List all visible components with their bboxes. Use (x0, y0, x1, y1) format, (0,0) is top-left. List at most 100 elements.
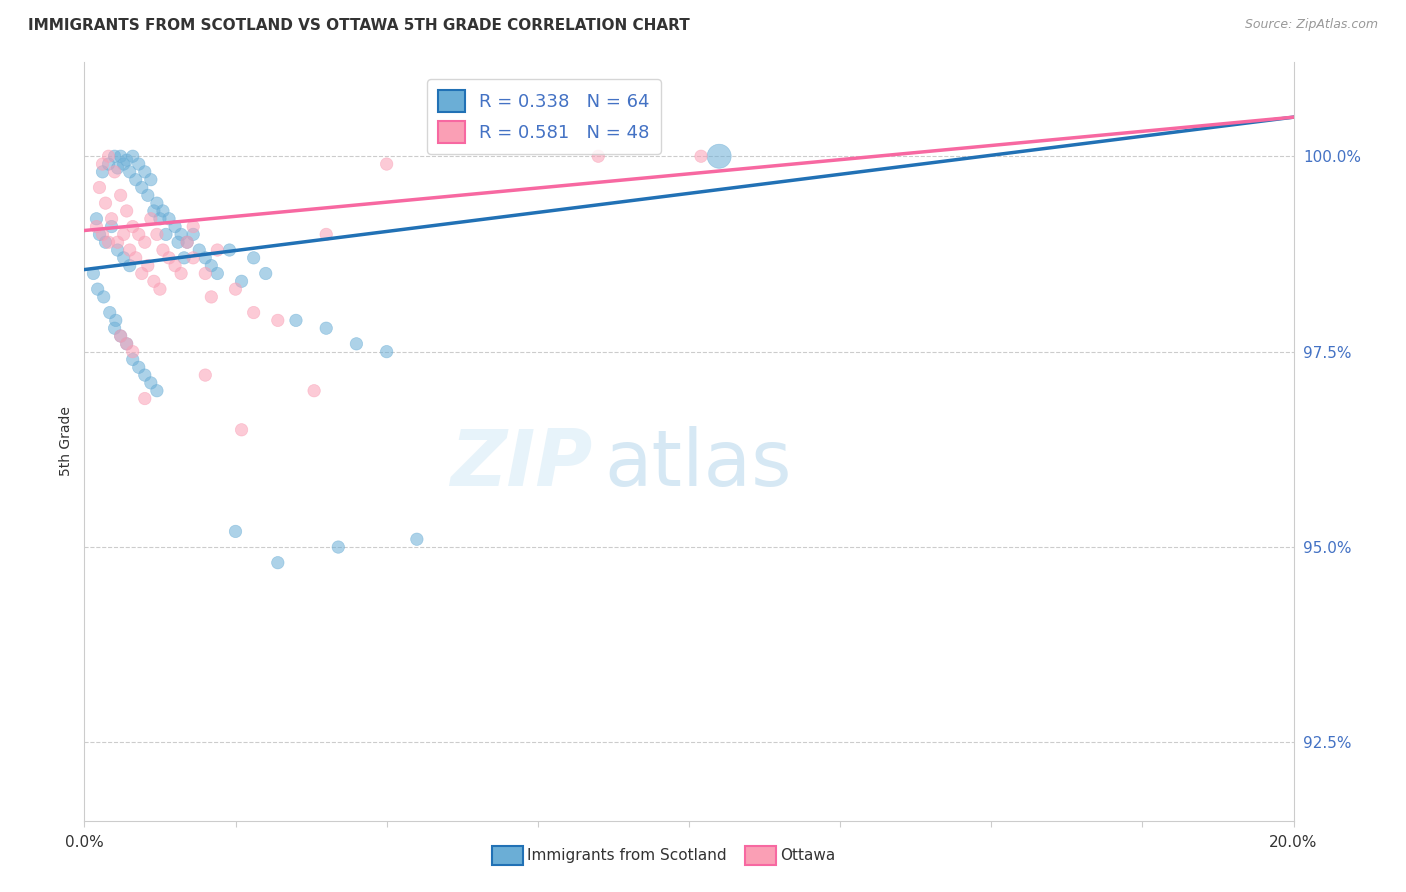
Text: Ottawa: Ottawa (780, 848, 835, 863)
Point (112, 227, 135, 242)
Point (134, 165, 156, 179)
Point (225, 282, 247, 296)
Point (176, 235, 198, 250)
Point (225, 524, 247, 539)
Point (200, 259, 222, 273)
Point (285, 313, 308, 327)
Point (115, 153, 138, 168)
Point (200, 290, 222, 304)
Point (267, 556, 290, 570)
Text: 0.0%: 0.0% (65, 835, 104, 850)
Point (118, 165, 141, 179)
Point (170, 267, 193, 281)
Point (82, 267, 104, 281)
Point (157, 251, 180, 265)
Point (93, 290, 115, 304)
Point (115, 336, 138, 351)
Point (112, 157, 135, 171)
Point (588, 149, 610, 163)
Point (97, 149, 120, 163)
Text: ZIP: ZIP (450, 426, 592, 502)
Point (142, 274, 165, 288)
Point (167, 235, 190, 250)
Point (315, 227, 337, 242)
Point (121, 344, 143, 359)
Point (146, 227, 169, 242)
Point (128, 360, 150, 375)
Point (118, 243, 141, 257)
Point (131, 180, 153, 194)
Point (97, 157, 120, 171)
Point (254, 267, 277, 281)
Point (139, 376, 162, 390)
Legend: R = 0.338   N = 64, R = 0.581   N = 48: R = 0.338 N = 64, R = 0.581 N = 48 (427, 79, 661, 153)
Point (152, 203, 174, 218)
Point (194, 251, 217, 265)
Text: Immigrants from Scotland: Immigrants from Scotland (527, 848, 727, 863)
Point (128, 157, 150, 171)
Text: atlas: atlas (605, 426, 792, 502)
Point (181, 219, 204, 234)
Point (181, 251, 204, 265)
Point (134, 368, 156, 383)
Point (134, 235, 156, 250)
Point (218, 243, 240, 257)
Point (149, 282, 172, 296)
Point (139, 211, 162, 226)
Point (128, 227, 150, 242)
Point (194, 368, 217, 383)
Point (89, 180, 111, 194)
Point (315, 321, 337, 335)
Point (121, 219, 143, 234)
Text: Source: ZipAtlas.com: Source: ZipAtlas.com (1244, 18, 1378, 31)
Point (690, 149, 713, 163)
Point (231, 423, 253, 437)
Point (110, 149, 132, 163)
Point (149, 211, 172, 226)
Point (136, 188, 159, 202)
Point (104, 149, 127, 163)
Point (97, 235, 120, 250)
Point (155, 227, 177, 242)
Point (91, 227, 114, 242)
Point (86, 211, 108, 226)
Point (121, 149, 143, 163)
Point (107, 161, 129, 175)
Point (91, 157, 114, 171)
Point (231, 274, 253, 288)
Point (112, 251, 135, 265)
Point (142, 203, 165, 218)
Point (98, 305, 121, 319)
Point (165, 219, 187, 234)
Point (121, 352, 143, 367)
Point (170, 227, 193, 242)
Point (110, 188, 132, 202)
Point (89, 227, 111, 242)
Point (181, 227, 204, 242)
Point (207, 243, 229, 257)
Point (94, 196, 117, 211)
Text: 20.0%: 20.0% (1270, 835, 1317, 850)
Point (86, 219, 108, 234)
Point (146, 196, 169, 211)
Point (139, 172, 162, 186)
Point (242, 305, 264, 319)
Point (110, 329, 132, 343)
Point (115, 336, 138, 351)
Point (118, 259, 141, 273)
Point (134, 392, 156, 406)
Point (125, 251, 148, 265)
Point (375, 344, 398, 359)
Point (346, 336, 368, 351)
Point (94, 235, 117, 250)
Point (91, 165, 114, 179)
Point (86, 282, 108, 296)
Point (110, 329, 132, 343)
Point (152, 243, 174, 257)
Point (104, 313, 127, 327)
Point (194, 267, 217, 281)
Point (107, 235, 129, 250)
Point (131, 267, 153, 281)
Point (328, 540, 350, 554)
Point (188, 243, 211, 257)
